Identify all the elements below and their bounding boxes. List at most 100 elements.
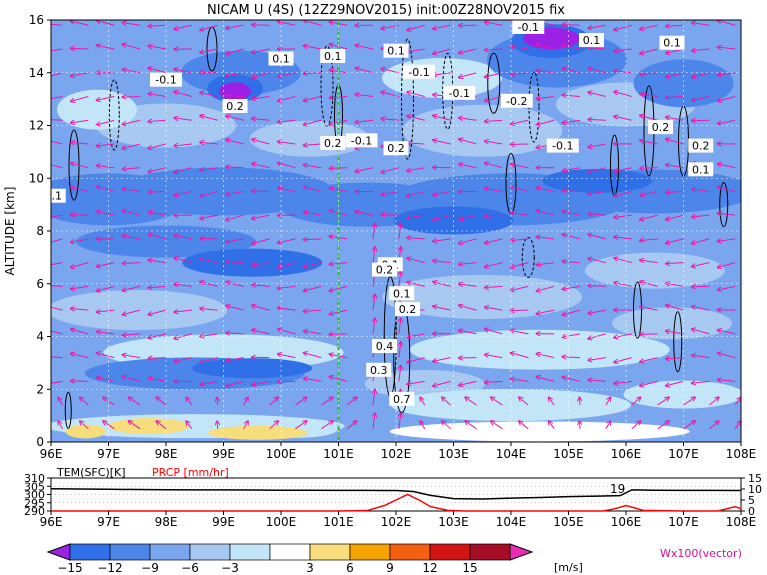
wind-vector [640,260,658,264]
wind-vector [666,25,684,26]
wind-vector [122,168,141,170]
colorbar-unit: [m/s] [554,561,583,574]
wind-vector [666,139,684,145]
wind-vector [484,49,503,50]
wind-vector [103,421,115,430]
wind-vector [433,357,451,362]
x-tick-label: 103E [438,447,469,461]
wind-vector [459,380,477,385]
wind-vector [484,188,503,192]
wind-vector [510,285,529,290]
contour-line [320,45,334,127]
contour-line [719,182,729,228]
wind-vector [303,212,322,216]
wind-vector [122,143,141,149]
wind-vector [252,214,270,219]
colorbar: −15 −12 −9 −6 −3 3 6 9 12 15 [m/s] Wx100(vector) [46,543,742,575]
shade-cell [584,252,725,289]
wind-vector [433,115,451,121]
wind-vector [303,285,322,291]
colorbar-tick: −6 [181,561,199,575]
wind-vector [459,330,477,335]
wind-vector [51,23,63,26]
wind-vector [484,163,503,169]
colorbar-boxes [46,543,534,561]
wind-vector [459,164,477,169]
wind-vector [588,167,607,173]
surface-x-tick: 97E [97,515,120,529]
wind-vector [407,357,425,363]
wind-vector [355,45,374,50]
wind-vector [355,94,374,96]
wind-vector [96,285,115,291]
wind-vector [588,92,606,97]
wind-vector [510,164,529,169]
wind-vector [252,238,270,244]
wind-vector [226,214,244,220]
wind-vector [614,71,632,73]
contour-label: -0.1 [546,138,579,153]
wind-vector [484,215,503,216]
wind-vector [277,21,296,26]
wind-vector [303,119,322,125]
shade-cell [633,59,734,108]
wind-vector [122,263,141,264]
contour-label: 0.1 [688,162,714,177]
wind-vector [200,333,218,337]
wind-vector [174,24,192,29]
wind-vector [277,354,296,359]
x-tick-label: 101E [323,447,354,461]
wind-vector [226,48,244,54]
x-tick-label: 108E [726,447,757,461]
wind-vector [510,330,529,335]
wind-vector [510,353,529,359]
wind-vector [709,397,719,406]
wind-vector [588,214,606,215]
wind-vector [226,95,244,96]
colorbar-tick: −15 [57,561,82,575]
y-tick-label: 2 [36,382,44,396]
wind-vector [252,48,270,53]
wind-vector [588,143,606,147]
wind-vector [588,119,606,120]
precipitation-line [51,493,742,512]
contour-label: -0.2 [500,93,533,108]
wind-vector [51,356,63,359]
contour-label: 0.1 [320,48,346,63]
wind-vector [329,376,348,382]
wind-vector [562,167,581,171]
contour-line [64,391,72,429]
wind-vector [122,23,141,26]
wind-vector [588,286,606,287]
wind-vector [70,308,89,310]
chart-title: NICAM U (4S) (12Z29NOV2015) init:00Z28NO… [207,3,565,18]
wind-vector [226,24,244,28]
colorbar-tick: −12 [97,561,122,575]
wind-vector [252,285,270,287]
wind-vector [562,119,581,123]
surface-x-tick: 107E [668,515,699,529]
wind-vector [640,190,658,195]
wind-vector [51,164,63,169]
wind-vector [717,164,736,169]
wind-vector [226,357,244,361]
wind-vector [226,306,244,311]
wind-vector [96,45,115,50]
wind-vector [148,25,167,26]
surface-x-tick: 99E [212,515,235,529]
wind-vector [51,119,63,121]
wind-vector [252,118,270,120]
wind-vector [174,69,192,74]
surface-grid [51,486,741,503]
wind-vector [122,189,141,192]
wind-vector [303,96,322,100]
surface-right-tick: 10 [748,483,762,496]
colorbar-tick: 12 [422,561,437,575]
wind-vector [252,305,270,311]
wind-vector [148,191,167,192]
wind-vector [355,68,374,74]
svg-text:0.4: 0.4 [376,340,394,353]
wind-vector [373,294,375,311]
wind-vector [459,284,477,287]
wind-vector [96,353,115,359]
